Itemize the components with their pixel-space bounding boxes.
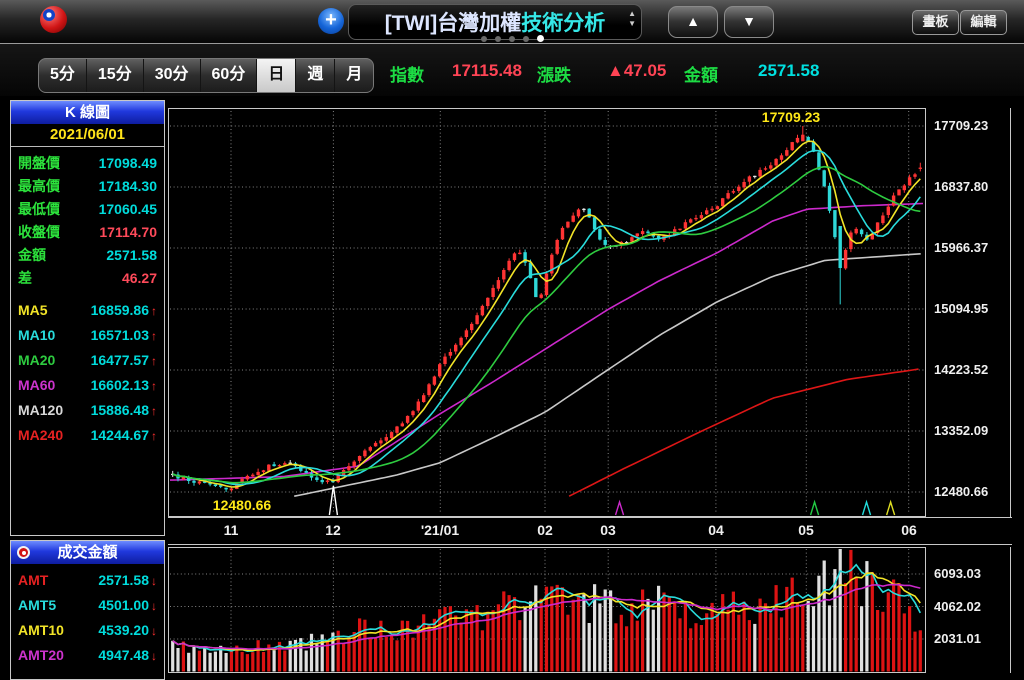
edit-button[interactable]: 編輯 bbox=[960, 10, 1007, 35]
x-tick-label: 02 bbox=[537, 522, 553, 538]
amount-value: 2571.58 bbox=[758, 61, 820, 80]
timeframe-30分[interactable]: 30分 bbox=[144, 59, 201, 92]
title-bar: + [TWI]台灣加權 技術分析 ▲ ▼ ▲ ▼ 畫板 編輯 bbox=[0, 0, 1024, 44]
kline-panel-header: K 線圖 bbox=[11, 101, 164, 124]
price-y-tick-label: 12480.66 bbox=[934, 484, 989, 499]
change-label: 漲跌 bbox=[537, 66, 571, 85]
info-row: 最高價 17184.30 bbox=[18, 177, 157, 194]
candlestick-chart[interactable]: 17709.23 12480.66 bbox=[168, 108, 926, 517]
info-row: AMT5 4501.00 ↓ bbox=[18, 596, 157, 613]
volume-panel-header: 成交金額 bbox=[11, 541, 164, 564]
timeframe-60分[interactable]: 60分 bbox=[201, 59, 258, 92]
info-row: 開盤價 17098.49 bbox=[18, 154, 157, 171]
page-indicator bbox=[0, 35, 1024, 42]
volume-info-panel: 成交金額 AMT 2571.58 ↓ AMT5 4501.00 ↓ AMT10 4539.20… bbox=[10, 540, 165, 680]
x-tick-label: 03 bbox=[600, 522, 616, 538]
stepper-down-icon[interactable]: ▼ bbox=[628, 19, 636, 29]
kline-info-panel: K 線圖 2021/06/01 開盤價 17098.49 最高價 17184.30 最低… bbox=[10, 100, 165, 536]
title-stepper[interactable]: ▲ ▼ bbox=[628, 9, 636, 30]
timeframe-5分[interactable]: 5分 bbox=[39, 59, 87, 92]
x-tick-label: 12 bbox=[325, 522, 341, 538]
page-dot bbox=[494, 35, 501, 42]
kline-date: 2021/06/01 bbox=[11, 124, 164, 147]
price-y-tick-label: 15966.37 bbox=[934, 240, 989, 255]
info-row: 最低價 17060.45 bbox=[18, 200, 157, 217]
bullseye-icon bbox=[17, 546, 30, 559]
svg-text:12480.66: 12480.66 bbox=[213, 497, 272, 513]
timeframe-月[interactable]: 月 bbox=[346, 66, 363, 83]
volume-y-tick-label: 2031.01 bbox=[934, 631, 981, 646]
timeframe-日[interactable]: 日 bbox=[257, 59, 297, 92]
add-button[interactable]: + bbox=[318, 8, 344, 34]
x-tick-label: 06 bbox=[901, 522, 917, 538]
index-label: 指數 bbox=[390, 66, 424, 85]
page-dot bbox=[508, 35, 515, 42]
info-row: MA20 16477.57 ↑ bbox=[18, 351, 157, 368]
info-row: MA120 15886.48 ↑ bbox=[18, 401, 157, 418]
ohlc-rows: 開盤價 17098.49 最高價 17184.30 最低價 17060.45 收盤價 1711… bbox=[11, 151, 164, 289]
volume-y-tick-label: 4062.02 bbox=[934, 599, 981, 614]
up-arrow-icon: ▲ bbox=[686, 13, 700, 29]
price-y-tick-label: 14223.52 bbox=[934, 362, 989, 377]
page-name: 技術分析 bbox=[521, 12, 606, 35]
next-symbol-button[interactable]: ▼ bbox=[724, 6, 774, 38]
price-y-tick-label: 17709.23 bbox=[934, 118, 989, 133]
price-y-tick-label: 15094.95 bbox=[934, 301, 989, 316]
prev-symbol-button[interactable]: ▲ bbox=[668, 6, 718, 38]
info-row: MA60 16602.13 ↑ bbox=[18, 376, 157, 393]
info-row: AMT10 4539.20 ↓ bbox=[18, 621, 157, 638]
volume-y-tick-label: 6093.03 bbox=[934, 566, 981, 581]
price-y-tick-label: 16837.80 bbox=[934, 179, 989, 194]
info-row: AMT20 4947.48 ↓ bbox=[18, 646, 157, 663]
timeframe-selector[interactable]: 5分 15分 30分 60分日週月 bbox=[38, 58, 375, 93]
info-row: 收盤價 17114.70 bbox=[18, 223, 157, 240]
symbol-title[interactable]: [TWI]台灣加權 技術分析 ▲ ▼ bbox=[348, 4, 642, 40]
page-dot bbox=[480, 35, 487, 42]
change-value: ▲47.05 bbox=[607, 61, 667, 80]
info-row: AMT 2571.58 ↓ bbox=[18, 571, 157, 588]
amount-label: 金額 bbox=[684, 66, 718, 85]
index-value: 17115.48 bbox=[452, 61, 522, 80]
stepper-up-icon[interactable]: ▲ bbox=[628, 9, 636, 18]
info-row: MA5 16859.86 ↑ bbox=[18, 301, 157, 318]
page-dot bbox=[522, 35, 529, 42]
page-dot bbox=[536, 35, 544, 42]
amt-rows: AMT 2571.58 ↓ AMT5 4501.00 ↓ AMT10 4539.20 ↓ AMT2… bbox=[11, 567, 164, 667]
x-axis: 11 12 '21/01 02 03 04 05 06 bbox=[168, 517, 1012, 545]
app-logo-icon bbox=[40, 6, 67, 33]
price-y-tick-label: 13352.09 bbox=[934, 423, 989, 438]
info-row: MA10 16571.03 ↑ bbox=[18, 326, 157, 343]
down-arrow-icon: ▼ bbox=[742, 13, 756, 29]
price-axis-border bbox=[1010, 108, 1011, 517]
x-tick-label: '21/01 bbox=[420, 522, 460, 538]
symbol-name: [TWI]台灣加權 bbox=[384, 12, 522, 35]
info-row: 差 46.27 bbox=[18, 269, 157, 286]
x-tick-label: 11 bbox=[223, 522, 239, 538]
ma-rows: MA5 16859.86 ↑ MA10 16571.03 ↑ MA20 16477.57 ↑ MA… bbox=[11, 297, 164, 447]
volume-chart[interactable] bbox=[168, 547, 926, 673]
info-row: MA240 14244.67 ↑ bbox=[18, 426, 157, 443]
drawing-board-button[interactable]: 畫板 bbox=[912, 10, 959, 35]
volume-axis-border bbox=[1010, 547, 1011, 673]
x-tick-label: 05 bbox=[798, 522, 814, 538]
timeframe-15分[interactable]: 15分 bbox=[87, 59, 144, 92]
timeframe-週[interactable]: 週 bbox=[296, 59, 336, 92]
svg-text:17709.23: 17709.23 bbox=[762, 109, 821, 125]
info-row: 金額 2571.58 bbox=[18, 246, 157, 263]
x-tick-label: 04 bbox=[708, 522, 724, 538]
toolbar: 5分 15分 30分 60分日週月 指數 17115.48 漲跌 ▲47.05 金額 … bbox=[0, 44, 1024, 96]
volume-panel-title: 成交金額 bbox=[57, 544, 118, 561]
